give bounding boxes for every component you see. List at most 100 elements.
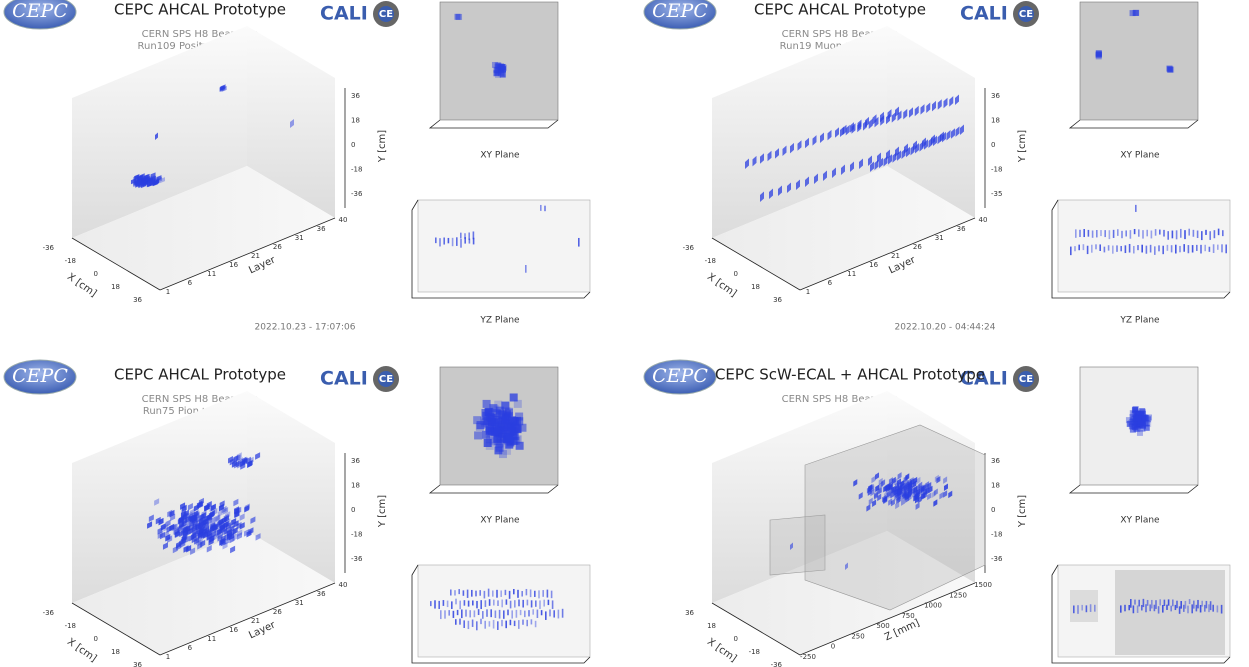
hit: [472, 237, 475, 245]
hit: [1196, 230, 1199, 239]
hit: [1188, 599, 1191, 605]
hit: [513, 588, 515, 595]
hit: [943, 490, 948, 498]
hit: [196, 532, 202, 541]
y-tick-label: -18: [991, 531, 1002, 539]
axis-line: [159, 582, 336, 656]
hit: [920, 104, 925, 115]
hit: [210, 503, 216, 512]
hit: [490, 609, 492, 618]
hit: [234, 507, 240, 515]
hit: [521, 591, 523, 597]
hit: [189, 508, 195, 516]
hit: [915, 143, 919, 154]
hit: [165, 519, 171, 528]
axis-line: [799, 217, 976, 291]
hit: [866, 504, 871, 512]
hit: [1197, 599, 1199, 609]
hit: [464, 233, 466, 240]
back-wall: [712, 391, 887, 603]
x-tick-label: -36: [43, 244, 55, 252]
hit: [504, 589, 507, 596]
floor: [712, 166, 975, 290]
hit: [230, 545, 236, 554]
z-tick-label: 1000: [924, 602, 942, 610]
hit: [518, 423, 527, 432]
hit: [892, 152, 897, 163]
hit: [515, 441, 524, 450]
hit: [467, 620, 470, 630]
hit: [498, 450, 507, 459]
hit: [894, 481, 899, 490]
hit: [1168, 66, 1175, 73]
hit: [903, 475, 908, 483]
hit: [1070, 246, 1072, 256]
logo-calice-badge: [378, 6, 394, 22]
hit: [229, 525, 235, 533]
hit: [206, 544, 212, 553]
hit: [845, 562, 848, 570]
hit: [507, 423, 516, 432]
hit: [1162, 245, 1164, 255]
hit: [832, 167, 836, 178]
hit: [805, 176, 809, 187]
hit: [1217, 228, 1220, 236]
hit: [1135, 423, 1142, 430]
z-tick-label: 21: [891, 252, 900, 260]
logo-cepc-bg: [643, 0, 717, 30]
hit: [501, 619, 503, 627]
hit: [196, 527, 202, 535]
hit: [1086, 245, 1089, 255]
hit: [883, 491, 888, 499]
logo-calice-badge-text: CE: [1019, 374, 1033, 385]
event-panel: CEPC CALI CE CEPC AHCAL Prototype CERN SPS H…: [643, 0, 1231, 333]
hit: [540, 204, 542, 211]
hit: [494, 62, 501, 69]
x-tick-label: 0: [94, 635, 98, 643]
y-tick-label: 0: [351, 506, 355, 514]
hit: [501, 401, 510, 410]
hit: [489, 437, 498, 446]
hit: [933, 499, 938, 507]
hit: [1201, 231, 1203, 241]
z-tick-label: 1500: [974, 581, 992, 589]
hit: [454, 13, 461, 20]
hit: [495, 63, 502, 70]
hit: [525, 588, 528, 596]
y-tick-label: 0: [991, 506, 995, 514]
side-wall: [887, 26, 975, 218]
hit: [483, 419, 492, 428]
hit: [485, 441, 494, 450]
hit: [1151, 599, 1153, 609]
hit: [493, 417, 502, 426]
hit: [158, 517, 164, 526]
hit: [797, 140, 802, 151]
x-tick-label: -18: [749, 648, 760, 656]
floor: [712, 531, 975, 655]
hit: [1146, 229, 1148, 237]
hit: [1179, 245, 1181, 253]
hit: [888, 154, 892, 165]
hit: [924, 139, 928, 150]
hit: [1163, 229, 1165, 237]
hit: [230, 529, 236, 538]
hit: [484, 600, 487, 607]
hit: [162, 542, 168, 550]
hit: [435, 237, 437, 244]
hit: [1159, 599, 1161, 606]
hit: [901, 498, 906, 506]
hit: [157, 527, 163, 535]
z-tick-label: 6: [188, 279, 193, 287]
hit: [189, 514, 195, 523]
hit: [1134, 426, 1141, 433]
hit: [135, 180, 141, 187]
hit: [505, 434, 514, 443]
hit: [177, 524, 183, 532]
hit: [1145, 414, 1152, 421]
hit: [486, 609, 488, 617]
hit: [1166, 604, 1168, 610]
hit: [209, 511, 215, 519]
hit: [469, 610, 471, 618]
hit: [868, 497, 873, 506]
hit: [546, 589, 549, 598]
